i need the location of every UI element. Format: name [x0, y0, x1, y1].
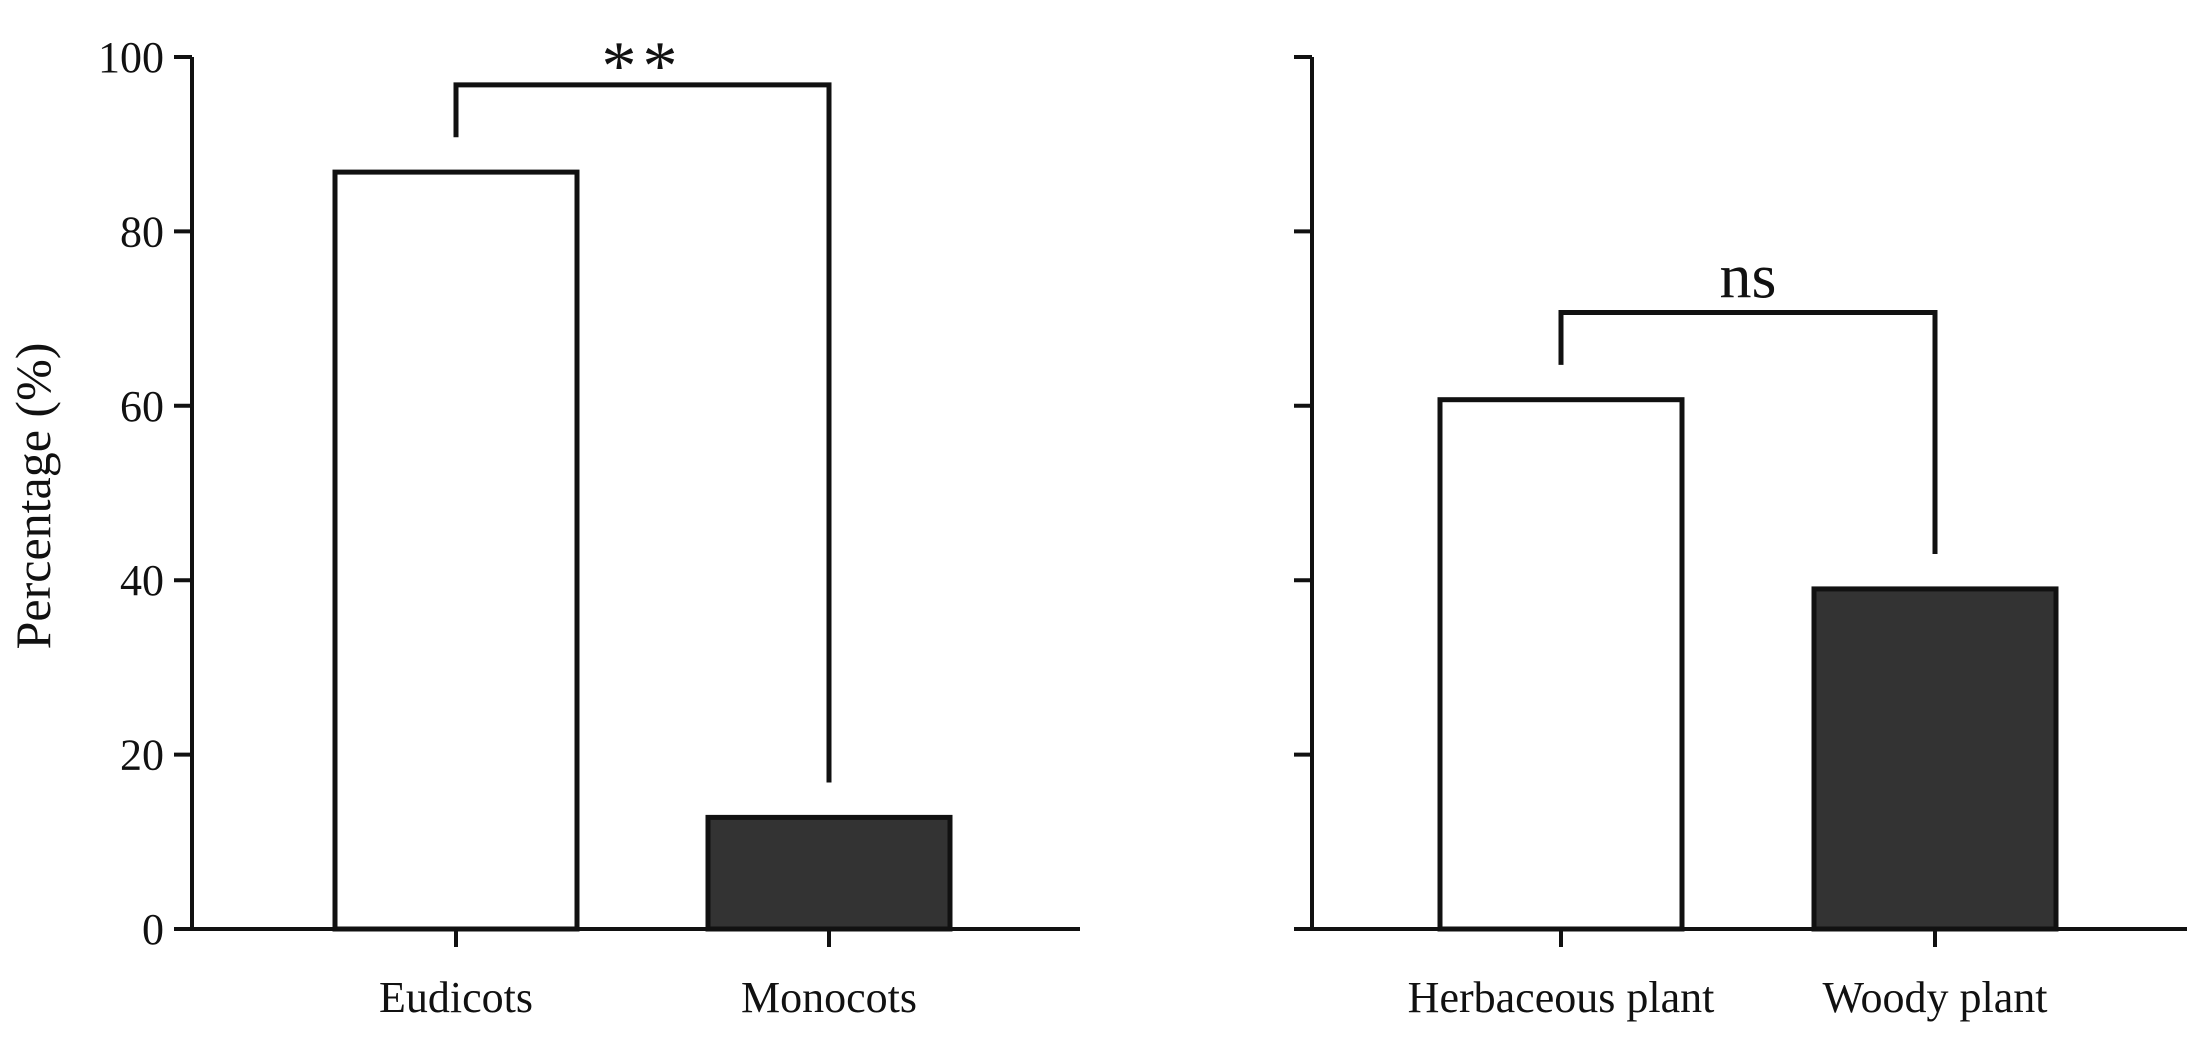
y-axis-title: Percentage (%): [5, 343, 61, 650]
y-tick-label: 0: [142, 905, 164, 954]
bar-herbaceous-plant: [1437, 397, 1685, 932]
y-tick-label: 80: [120, 207, 164, 256]
bar-monocots: [705, 814, 953, 932]
y-tick-label: 60: [120, 382, 164, 431]
right-panel: Herbaceous plant Woody plant ns: [1294, 55, 2187, 1022]
x-tick-label: Eudicots: [379, 973, 533, 1022]
y-tick-label: 100: [98, 33, 164, 82]
significance-bracket: [453, 82, 832, 783]
x-tick-label: Herbaceous plant: [1408, 973, 1715, 1022]
x-tick-label: Woody plant: [1823, 973, 2048, 1022]
y-tick-label: 40: [120, 556, 164, 605]
significance-label: **: [602, 28, 684, 105]
y-tick-label: 20: [120, 731, 164, 780]
significance-label: ns: [1720, 240, 1777, 311]
significance-bracket: [1558, 309, 1938, 555]
bar-woody-plant: [1811, 586, 2059, 932]
left-panel: 0 20 40 60 80 100 Eudicots Monocots **: [98, 28, 1080, 1022]
bar-eudicots: [332, 169, 580, 932]
x-tick-label: Monocots: [741, 973, 917, 1022]
